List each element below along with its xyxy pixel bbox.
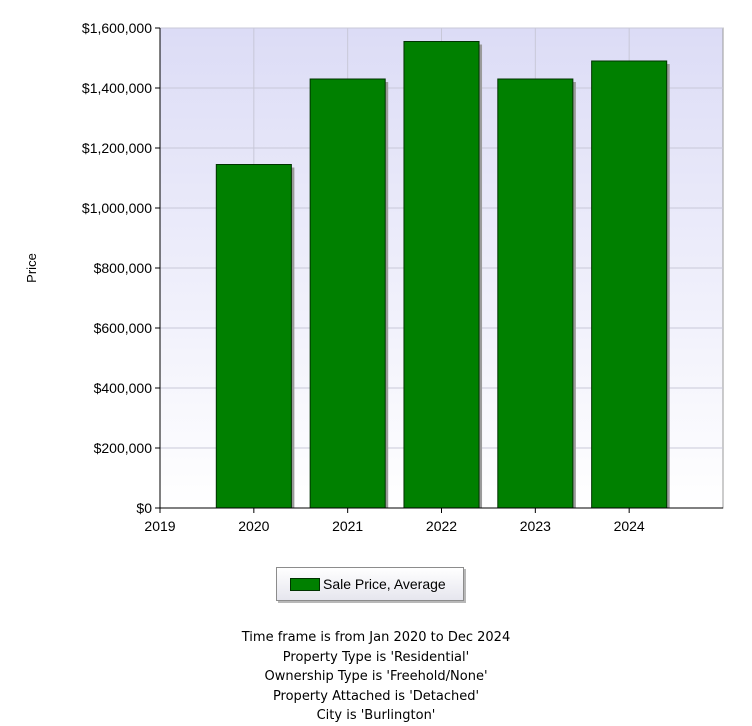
filter-line-ownership-type: Ownership Type is 'Freehold/None' bbox=[264, 669, 488, 684]
y-tick-label: $1,400,000 bbox=[82, 80, 152, 96]
x-tick-label: 2024 bbox=[614, 518, 645, 534]
legend: Sale Price, Average bbox=[276, 567, 464, 601]
y-tick-label: $0 bbox=[136, 500, 152, 516]
filter-line-property-type: Property Type is 'Residential' bbox=[282, 649, 470, 665]
y-axis-title: Price bbox=[24, 253, 39, 283]
bar-2020 bbox=[215, 164, 292, 509]
y-tick-label: $400,000 bbox=[94, 380, 153, 396]
x-tick-label: 2019 bbox=[144, 518, 175, 534]
legend-label: Sale Price, Average bbox=[323, 576, 446, 592]
x-tick-label: 2022 bbox=[426, 518, 457, 534]
filter-line-property-attached: Property Attached is 'Detached' bbox=[272, 688, 480, 704]
y-tick-label: $1,000,000 bbox=[82, 200, 152, 216]
x-tick-label: 2023 bbox=[520, 518, 551, 534]
bar-2021 bbox=[309, 78, 386, 509]
y-tick-label: $200,000 bbox=[94, 440, 153, 456]
bar-2022 bbox=[403, 41, 480, 509]
filter-line-city: City is 'Burlington' bbox=[316, 708, 436, 723]
axes: $0 $200,000 $400,000 $600,000 $800,000 $1,000… bbox=[82, 20, 723, 534]
bar-2023 bbox=[497, 78, 574, 509]
y-tick-label: $1,200,000 bbox=[82, 140, 152, 156]
x-tick-label: 2020 bbox=[238, 518, 269, 534]
bar-chart: $0 $200,000 $400,000 $600,000 $800,000 $1,000… bbox=[24, 20, 724, 534]
x-tick-label: 2021 bbox=[332, 518, 363, 534]
y-tick-label: $600,000 bbox=[94, 320, 153, 336]
bar-2024 bbox=[591, 60, 668, 509]
bars bbox=[215, 41, 670, 509]
y-tick-label: $800,000 bbox=[94, 260, 153, 276]
y-tick-label: $1,600,000 bbox=[82, 20, 152, 36]
filter-caption: Time frame is from Jan 2020 to Dec 2024 … bbox=[0, 628, 752, 726]
filter-line-timeframe: Time frame is from Jan 2020 to Dec 2024 bbox=[241, 630, 511, 645]
legend-swatch bbox=[290, 577, 320, 591]
